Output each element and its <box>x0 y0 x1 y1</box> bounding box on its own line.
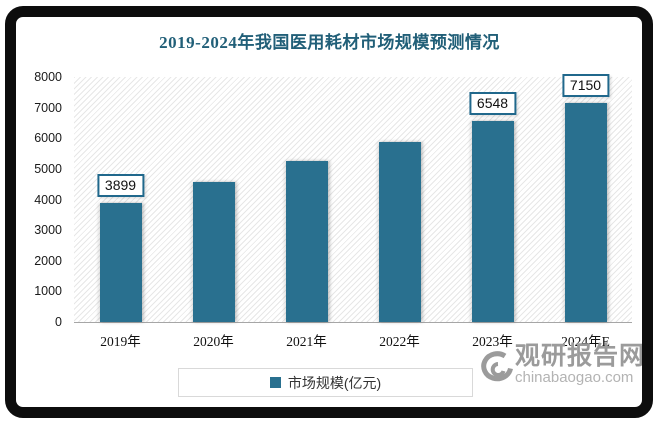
data-label: 7150 <box>561 74 610 98</box>
x-axis: 2019年 2020年 2021年 2022年 2023年 2024年E <box>74 330 632 349</box>
swirl-logo-icon <box>477 351 513 390</box>
bar <box>564 103 607 322</box>
bar <box>378 141 421 322</box>
bar <box>471 121 514 322</box>
x-tick-label: 2024年E <box>561 334 610 349</box>
x-tick-label: 2023年 <box>472 334 513 349</box>
x-tick-label: 2021年 <box>286 334 327 349</box>
y-tick-label: 5000 <box>34 161 62 176</box>
y-tick-label: 0 <box>55 315 62 329</box>
plot-area: 3899 6548 7150 <box>74 74 632 323</box>
data-label: 6548 <box>468 92 517 116</box>
chart-title: 2019-2024年我国医用耗材市场规模预测情况 <box>159 33 500 52</box>
y-tick-label: 1000 <box>34 284 62 299</box>
legend: 市场规模(亿元) <box>178 368 473 397</box>
y-tick-label: 3000 <box>34 223 62 238</box>
y-tick-label: 8000 <box>34 70 62 84</box>
y-axis: 8000 7000 6000 5000 4000 3000 2000 1000 0 <box>18 70 68 329</box>
x-tick-label: 2019年 <box>100 334 141 349</box>
x-tick-label: 2022年 <box>379 334 420 349</box>
y-tick-label: 7000 <box>34 100 62 115</box>
y-tick-label: 6000 <box>34 131 62 146</box>
legend-marker-icon <box>269 377 281 388</box>
y-tick-label: 2000 <box>34 253 62 268</box>
bar <box>285 160 328 322</box>
bar <box>192 181 235 322</box>
watermark-site-url: chinabaogao.com <box>515 369 634 386</box>
x-tick-label: 2020年 <box>193 334 234 349</box>
bar <box>99 202 142 322</box>
legend-label: 市场规模(亿元) <box>287 374 382 391</box>
y-tick-label: 4000 <box>34 192 62 207</box>
data-label: 3899 <box>96 173 145 197</box>
